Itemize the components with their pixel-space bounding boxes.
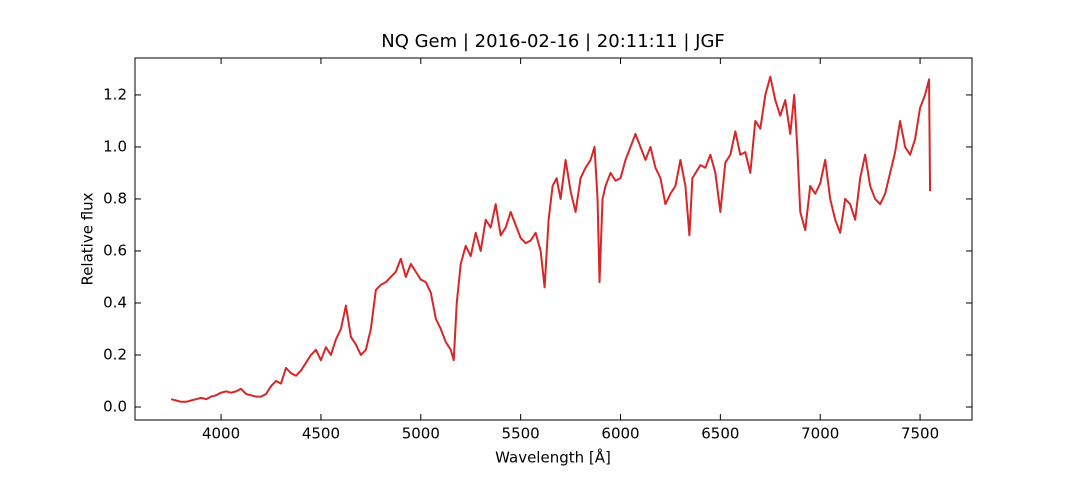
chart-title: NQ Gem | 2016-02-16 | 20:11:11 | JGF <box>381 31 725 52</box>
plot-frame <box>134 57 973 421</box>
y-tick-label: 1.2 <box>103 85 127 103</box>
y-tick-label: 0.4 <box>103 293 127 311</box>
x-tick-label: 6000 <box>601 425 639 443</box>
x-tick-label: 7000 <box>801 425 839 443</box>
y-axis-label: Relative flux <box>79 192 97 285</box>
y-tick-label: 0.6 <box>103 241 127 259</box>
y-tick-label: 0.8 <box>103 189 127 207</box>
x-tick-label: 4500 <box>302 425 340 443</box>
x-tick-label: 6500 <box>701 425 739 443</box>
y-tick-label: 0.2 <box>103 345 127 363</box>
x-tick-label: 5500 <box>502 425 540 443</box>
x-tick-label: 5000 <box>402 425 440 443</box>
x-tick-label: 4000 <box>202 425 240 443</box>
x-axis-label: Wavelength [Å] <box>495 448 611 467</box>
spectrum-line <box>170 75 932 403</box>
y-tick-label: 0.0 <box>103 397 127 415</box>
y-tick-label: 1.0 <box>103 137 127 155</box>
x-tick-label: 7500 <box>901 425 939 443</box>
